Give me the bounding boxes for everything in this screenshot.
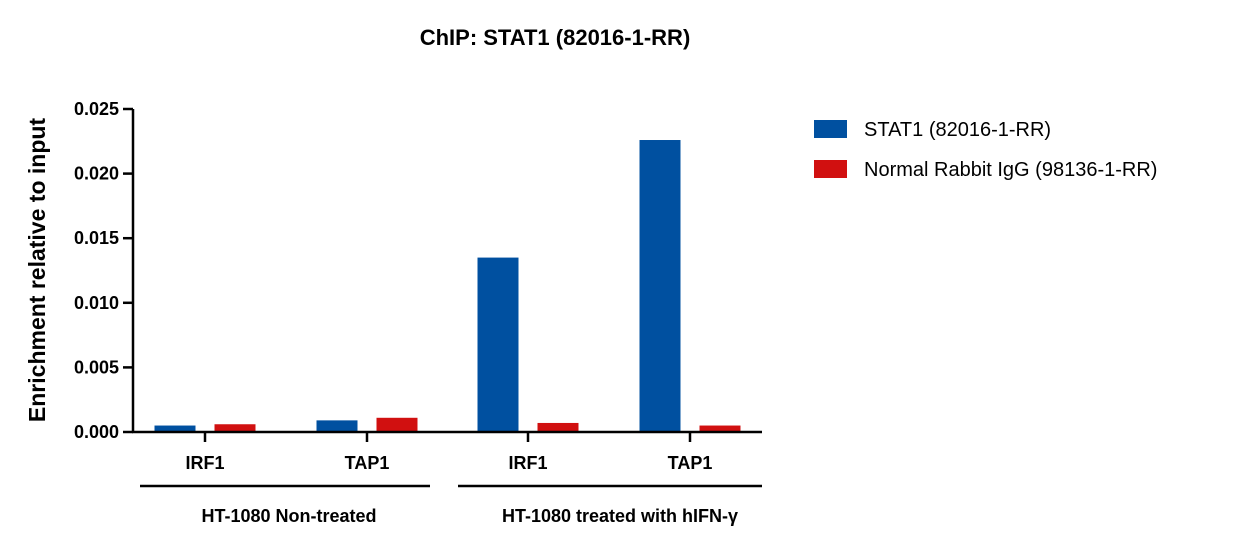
legend: STAT1 (82016-1-RR) Normal Rabbit IgG (981… [814, 119, 1157, 181]
bar-stat1-0 [154, 425, 196, 432]
y-tick-label: 0.025 [74, 99, 119, 119]
y-tick-label: 0.020 [74, 164, 119, 184]
y-tick-label: 0.005 [74, 357, 119, 377]
x-tick-label: IRF1 [508, 453, 547, 473]
legend-label: STAT1 (82016-1-RR) [864, 119, 1051, 141]
x-tick-label: TAP1 [668, 453, 713, 473]
chart-title: ChIP: STAT1 (82016-1-RR) [420, 25, 691, 50]
group-labels: HT-1080 Non-treated HT-1080 treated with … [140, 484, 762, 526]
legend-swatch [814, 160, 847, 178]
bar-igg-2 [537, 422, 579, 432]
bar-stat1-1 [316, 420, 358, 432]
y-axis: 0.000 0.005 0.010 0.015 0.020 0.025 [74, 99, 135, 442]
y-axis-label: Enrichment relative to input [24, 118, 50, 422]
legend-label: Normal Rabbit IgG (98136-1-RR) [864, 159, 1157, 181]
x-tick-label: IRF1 [185, 453, 224, 473]
bars [154, 140, 741, 432]
bar-igg-3 [699, 425, 741, 432]
bar-igg-1 [376, 417, 418, 432]
legend-swatch [814, 120, 847, 138]
group-label: HT-1080 Non-treated [201, 506, 376, 526]
x-axis: IRF1 TAP1 IRF1 TAP1 [132, 430, 762, 473]
y-tick-label: 0.015 [74, 228, 119, 248]
bar-stat1-3 [639, 140, 681, 432]
x-tick-label: TAP1 [345, 453, 390, 473]
bar-igg-0 [214, 424, 256, 432]
group-label: HT-1080 treated with hIFN-γ [502, 506, 738, 526]
y-tick-label: 0.010 [74, 293, 119, 313]
bar-stat1-2 [477, 257, 519, 432]
y-tick-label: 0.000 [74, 422, 119, 442]
